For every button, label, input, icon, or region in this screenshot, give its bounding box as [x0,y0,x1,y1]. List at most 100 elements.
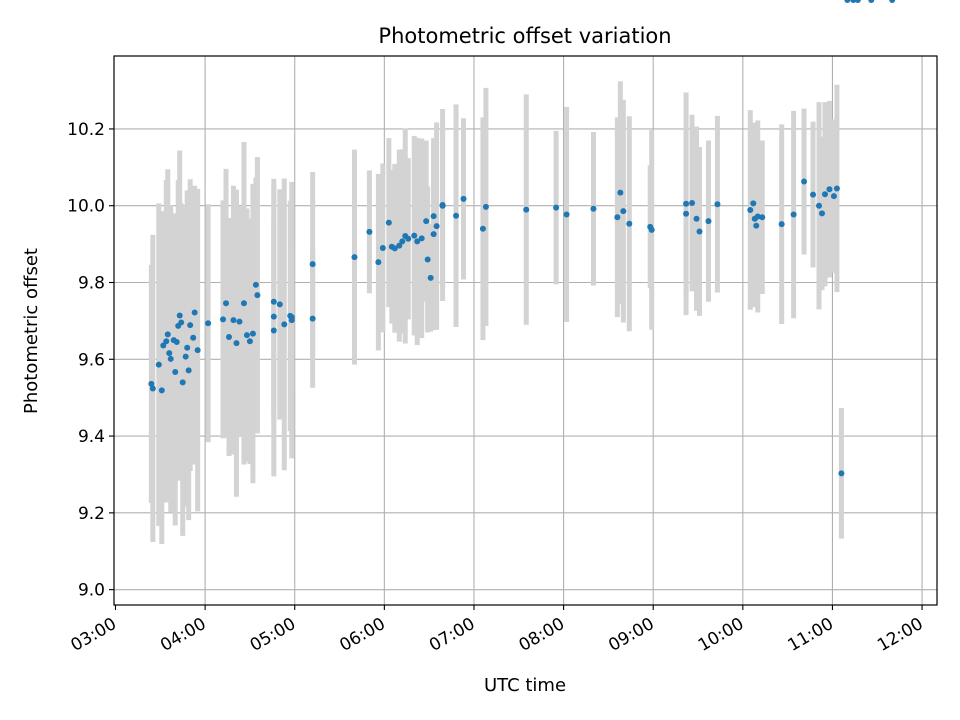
data-point [254,292,261,299]
data-point [252,281,259,288]
data-point [747,206,754,213]
data-point [385,219,392,226]
data-point [844,0,851,3]
data-point [163,338,170,345]
data-point [750,200,757,207]
data-point [821,191,828,198]
data-point [759,214,766,221]
data-point [281,321,288,328]
chart-title: Photometric offset variation [378,24,671,48]
data-point [160,342,167,349]
data-point [620,208,627,215]
data-point [399,238,406,245]
data-point [833,185,840,192]
data-point [246,338,253,345]
data-point [411,232,418,239]
y-axis-label: Photometric offset [21,248,42,414]
data-point [276,301,283,308]
data-point [430,213,437,220]
data-point [226,334,233,341]
data-point [191,309,198,316]
data-point [479,225,486,232]
data-point [396,242,403,249]
data-point [379,244,386,251]
data-point [249,330,256,337]
data-point [423,218,430,225]
data-point [155,361,162,368]
data-point [288,314,295,321]
data-point [418,235,425,242]
data-point [148,380,155,387]
data-point [391,245,398,252]
data-point [178,319,185,326]
plot-frame [113,55,938,606]
data-point [164,331,171,338]
data-point [460,195,467,202]
data-point [801,178,808,185]
y-tick-label: 9.2 [78,504,105,524]
data-point [683,200,690,207]
data-point [683,210,690,217]
data-point [172,368,179,375]
y-tick-label: 9.6 [78,350,105,370]
data-point [187,322,194,329]
data-point [816,202,823,209]
data-point [553,204,560,211]
data-point [414,238,421,245]
data-point [696,228,703,235]
data-point [309,261,316,268]
data-point [714,201,721,208]
data-point [375,259,382,266]
data-point [810,191,817,198]
data-point [176,312,183,319]
data-point [182,353,189,360]
data-point [185,367,192,374]
data-point [236,318,243,325]
data-point [614,214,621,221]
data-point [309,315,316,322]
y-tick-label: 9.8 [78,274,105,294]
x-axis-label: UTC time [484,675,566,696]
data-point [754,213,761,220]
data-point [826,186,833,193]
data-point [689,200,696,207]
data-point [439,201,446,208]
y-tick-label: 10.0 [67,197,105,217]
data-point [220,316,227,323]
data-point [184,344,191,351]
data-point [563,211,570,218]
data-point [648,226,655,233]
data-point [482,203,489,210]
data-point [366,228,373,235]
data-point [427,274,434,281]
data-point [149,385,156,392]
data-point [590,205,597,212]
data-point [453,212,460,219]
data-point [818,210,825,217]
data-point [778,221,785,228]
data-point [166,350,173,357]
data-point [270,313,277,320]
data-point [205,320,212,327]
data-point [850,0,857,3]
data-point [790,211,797,218]
y-tick-label: 9.4 [78,427,105,447]
data-point [351,254,358,261]
data-point [753,222,760,229]
data-point [243,332,250,339]
data-point [194,347,201,354]
data-points [148,0,896,477]
data-point [167,355,174,362]
data-point [854,0,861,3]
y-tick-label: 9.0 [78,581,105,601]
data-point [173,339,180,346]
data-point [405,235,412,242]
data-point [868,0,875,3]
data-point [424,256,431,263]
data-point [693,215,700,222]
data-point [523,206,530,213]
data-point [190,334,197,341]
data-point [430,231,437,238]
data-point [158,387,165,394]
